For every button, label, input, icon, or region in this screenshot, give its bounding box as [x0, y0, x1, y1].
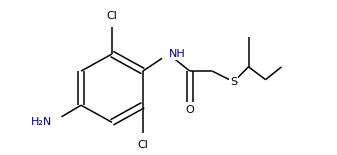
- Text: S: S: [230, 77, 237, 87]
- Text: O: O: [185, 104, 194, 115]
- Text: Cl: Cl: [137, 140, 148, 150]
- Text: NH: NH: [168, 49, 185, 59]
- Text: Cl: Cl: [106, 11, 117, 21]
- Text: H₂N: H₂N: [31, 117, 52, 127]
